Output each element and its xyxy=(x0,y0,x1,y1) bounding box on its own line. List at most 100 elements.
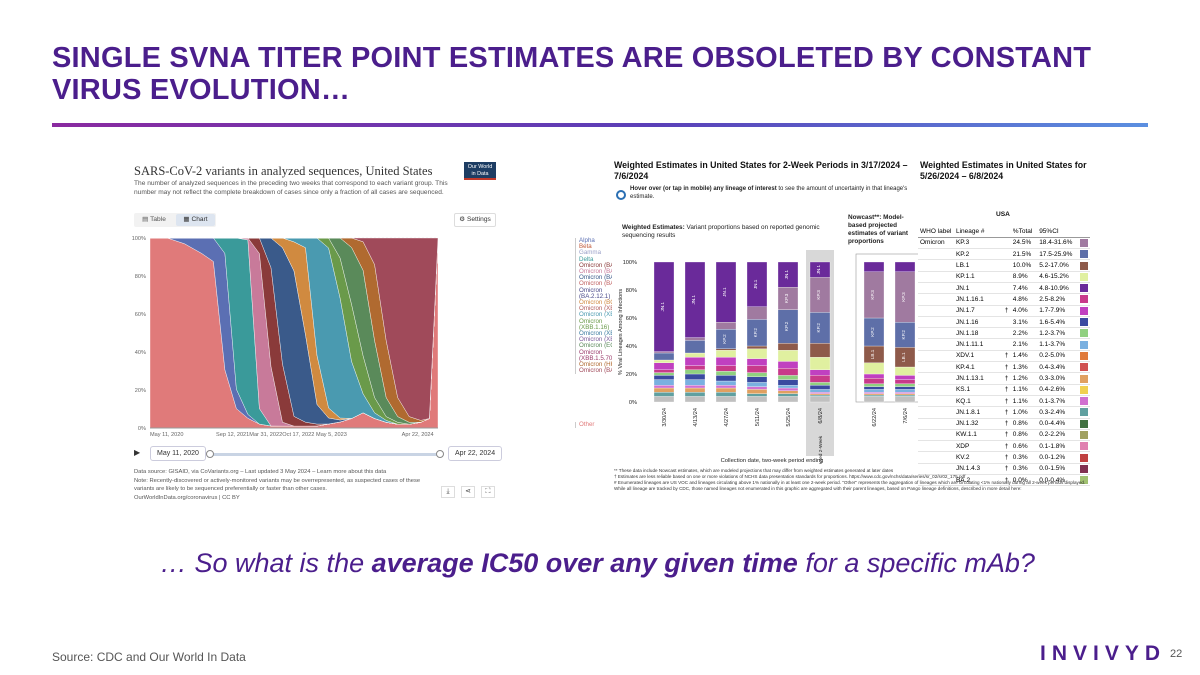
owid-legend-item[interactable]: Omicron (XBB.1.5) xyxy=(575,312,631,319)
owid-legend-item[interactable]: Omicron (BA.1) xyxy=(575,268,622,276)
cdc-bar-segment[interactable] xyxy=(684,387,706,393)
cdc-bar-segment[interactable] xyxy=(684,352,706,358)
download-button[interactable]: ⤓ xyxy=(441,486,455,498)
cdc-bar-segment[interactable] xyxy=(715,322,737,330)
owid-legend-item[interactable]: Omicron (XBB.1.9) xyxy=(575,330,631,338)
cdc-bar-segment[interactable] xyxy=(746,382,768,387)
cdc-bar-segment[interactable] xyxy=(684,340,706,354)
cdc-bar-segment[interactable] xyxy=(715,365,737,372)
owid-legend-item[interactable]: Omicron (BQ.1) xyxy=(575,299,622,307)
table-row[interactable]: JN.1.16 3.1% 1.6-5.4% xyxy=(918,316,1090,328)
cdc-bar-segment[interactable] xyxy=(715,392,737,397)
cdc-bar-segment[interactable] xyxy=(777,393,799,397)
time-slider[interactable] xyxy=(206,450,444,458)
owid-area-omicron-ba-2-86-[interactable] xyxy=(150,237,439,421)
cdc-bar-segment[interactable] xyxy=(746,372,768,377)
cdc-bar-segment[interactable] xyxy=(809,394,831,397)
cdc-bar-segment[interactable] xyxy=(894,375,916,380)
cdc-bar-segment[interactable] xyxy=(746,306,768,320)
cdc-bar-segment[interactable] xyxy=(715,350,737,358)
owid-legend-item[interactable]: Omicron (BA.4) xyxy=(575,281,622,288)
cdc-bar-segment[interactable] xyxy=(653,362,675,370)
cdc-bar-segment[interactable] xyxy=(809,392,831,394)
table-row[interactable]: JN.1.8.1 † 1.0% 0.3-2.4% xyxy=(918,407,1090,419)
owid-legend-item[interactable]: Omicron (BA.2.86) xyxy=(575,367,630,375)
cdc-bar-segment[interactable] xyxy=(684,379,706,386)
table-row[interactable]: KP.4.1 † 1.3% 0.4-3.4% xyxy=(918,362,1090,373)
cdc-bar-segment[interactable] xyxy=(777,361,799,369)
slider-handle-end[interactable] xyxy=(436,450,444,458)
table-row[interactable]: Omicron KP.3 24.5% 18.4-31.6% xyxy=(918,237,1090,249)
cdc-bar-segment[interactable] xyxy=(715,371,737,376)
cdc-bar-segment[interactable] xyxy=(809,343,831,358)
table-row[interactable]: JN.1.32 † 0.8% 0.0-4.4% xyxy=(918,418,1090,430)
cdc-bar-segment[interactable] xyxy=(715,380,737,386)
table-row[interactable]: KS.1 † 1.1% 0.4-2.6% xyxy=(918,384,1090,396)
table-row[interactable]: JN.1.18 2.2% 1.2-3.7% xyxy=(918,328,1090,339)
owid-legend-item[interactable]: Other xyxy=(575,421,594,429)
cdc-bar-segment[interactable] xyxy=(653,375,675,380)
cdc-bar-segment[interactable] xyxy=(894,386,916,390)
share-button[interactable]: ⋖ xyxy=(461,486,475,498)
cdc-bar-segment[interactable] xyxy=(653,372,675,376)
cdc-bar-segment[interactable] xyxy=(777,390,799,394)
table-row[interactable]: KV.2 † 0.3% 0.0-1.2% xyxy=(918,452,1090,464)
cdc-bar-segment[interactable] xyxy=(746,348,768,359)
owid-legend-item[interactable]: Gamma xyxy=(575,250,601,257)
cdc-bar-segment[interactable] xyxy=(684,396,706,403)
cdc-bar-segment[interactable] xyxy=(809,261,831,278)
table-row[interactable]: JN.1 7.4% 4.8-10.9% xyxy=(918,282,1090,294)
table-row[interactable]: XDV.1 † 1.4% 0.2-5.0% xyxy=(918,350,1090,362)
table-row[interactable]: LB.1 10.0% 5.2-17.0% xyxy=(918,260,1090,272)
cdc-bar-segment[interactable] xyxy=(684,365,706,370)
table-row[interactable]: BA.2 † 0.0% 0.0-0.4% xyxy=(918,475,1090,486)
cdc-bar-segment[interactable] xyxy=(777,387,799,391)
table-row[interactable]: KP.1.1 8.9% 4.6-15.2% xyxy=(918,271,1090,283)
cdc-bar-segment[interactable] xyxy=(809,385,831,390)
cdc-bar-segment[interactable] xyxy=(863,389,885,393)
fullscreen-button[interactable]: ⛶ xyxy=(481,486,495,498)
cdc-bar-segment[interactable] xyxy=(715,357,737,366)
cdc-bar-segment[interactable] xyxy=(684,392,706,397)
cdc-bar-segment[interactable] xyxy=(746,389,768,394)
cdc-bar-segment[interactable] xyxy=(894,389,916,393)
table-row[interactable]: JN.1.4.3 † 0.3% 0.0-1.5% xyxy=(918,463,1090,475)
cdc-bar-segment[interactable] xyxy=(715,396,737,403)
owid-legend-item[interactable]: Omicron (EG.5.1) xyxy=(575,343,627,350)
slider-handle-start[interactable] xyxy=(206,450,214,458)
cdc-bar-segment[interactable] xyxy=(809,389,831,393)
table-row[interactable]: KQ.1 † 1.1% 0.1-3.7% xyxy=(918,395,1090,407)
cdc-bar-segment[interactable] xyxy=(863,393,885,396)
cdc-bar-segment[interactable] xyxy=(653,359,675,363)
cdc-bar-segment[interactable] xyxy=(653,396,675,403)
owid-legend-item[interactable]: Omicron (BA.2.12.1) xyxy=(575,287,617,300)
cdc-bar-segment[interactable] xyxy=(863,362,885,375)
cdc-bar-segment[interactable] xyxy=(746,376,768,383)
cdc-bar-segment[interactable] xyxy=(809,382,831,386)
table-row[interactable]: JN.1.7 † 4.0% 1.7-7.9% xyxy=(918,305,1090,317)
table-row[interactable]: JN.1.13.1 † 1.2% 0.3-3.0% xyxy=(918,373,1090,385)
cdc-bar-segment[interactable] xyxy=(863,386,885,390)
play-button[interactable]: ▶ xyxy=(134,448,141,457)
cdc-bar-segment[interactable] xyxy=(863,392,885,394)
owid-legend-item[interactable]: Beta xyxy=(575,243,592,251)
table-row[interactable]: JN.1.16.1 4.8% 2.5-8.2% xyxy=(918,294,1090,306)
cdc-bar-segment[interactable] xyxy=(894,393,916,396)
cdc-bar-segment[interactable] xyxy=(715,375,737,382)
table-row[interactable]: KW.1.1 † 0.8% 0.2-2.2% xyxy=(918,429,1090,441)
owid-legend-item[interactable]: Omicron (BA.2) xyxy=(575,262,622,269)
cdc-bar-segment[interactable] xyxy=(653,387,675,393)
settings-button[interactable]: ⚙ Settings xyxy=(454,213,496,227)
cdc-bar-segment[interactable] xyxy=(715,385,737,389)
cdc-bar-segment[interactable] xyxy=(684,357,706,366)
owid-legend-item[interactable]: Omicron (XBB.1.5.70) xyxy=(575,349,617,362)
owid-legend-item[interactable]: Omicron (XBB.1.16) xyxy=(575,318,617,331)
cdc-bar-segment[interactable] xyxy=(777,343,799,351)
cdc-bar-segment[interactable] xyxy=(894,392,916,394)
cdc-bar-segment[interactable] xyxy=(777,396,799,403)
cdc-bar-segment[interactable] xyxy=(777,368,799,376)
cdc-bar-segment[interactable] xyxy=(684,261,706,338)
cdc-bar-segment[interactable] xyxy=(684,373,706,380)
table-row[interactable]: JN.1.11.1 2.1% 1.1-3.7% xyxy=(918,339,1090,351)
cdc-bar-segment[interactable] xyxy=(746,261,768,307)
